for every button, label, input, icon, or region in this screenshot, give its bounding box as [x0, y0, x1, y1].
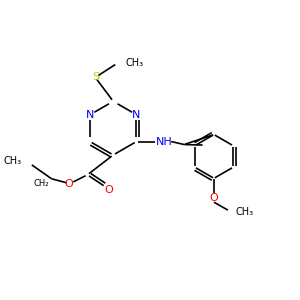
Text: N: N: [86, 110, 94, 120]
Text: CH₃: CH₃: [236, 207, 254, 217]
Text: S: S: [92, 73, 99, 82]
Text: NH: NH: [156, 136, 173, 147]
Text: CH₂: CH₂: [33, 179, 49, 188]
Text: CH₃: CH₃: [4, 156, 22, 166]
Text: O: O: [64, 179, 73, 189]
Text: O: O: [210, 193, 218, 203]
Text: N: N: [132, 110, 141, 120]
Text: O: O: [104, 185, 112, 195]
Text: CH₃: CH₃: [125, 58, 143, 68]
